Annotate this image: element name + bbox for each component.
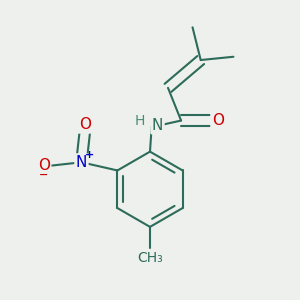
Text: −: − — [39, 170, 49, 180]
Text: +: + — [85, 150, 94, 160]
Text: CH₃: CH₃ — [137, 251, 163, 265]
Text: O: O — [79, 117, 91, 132]
Text: N: N — [76, 155, 87, 170]
Text: O: O — [212, 113, 224, 128]
Text: H: H — [135, 114, 146, 128]
Text: O: O — [38, 158, 50, 173]
Text: N: N — [152, 118, 163, 133]
